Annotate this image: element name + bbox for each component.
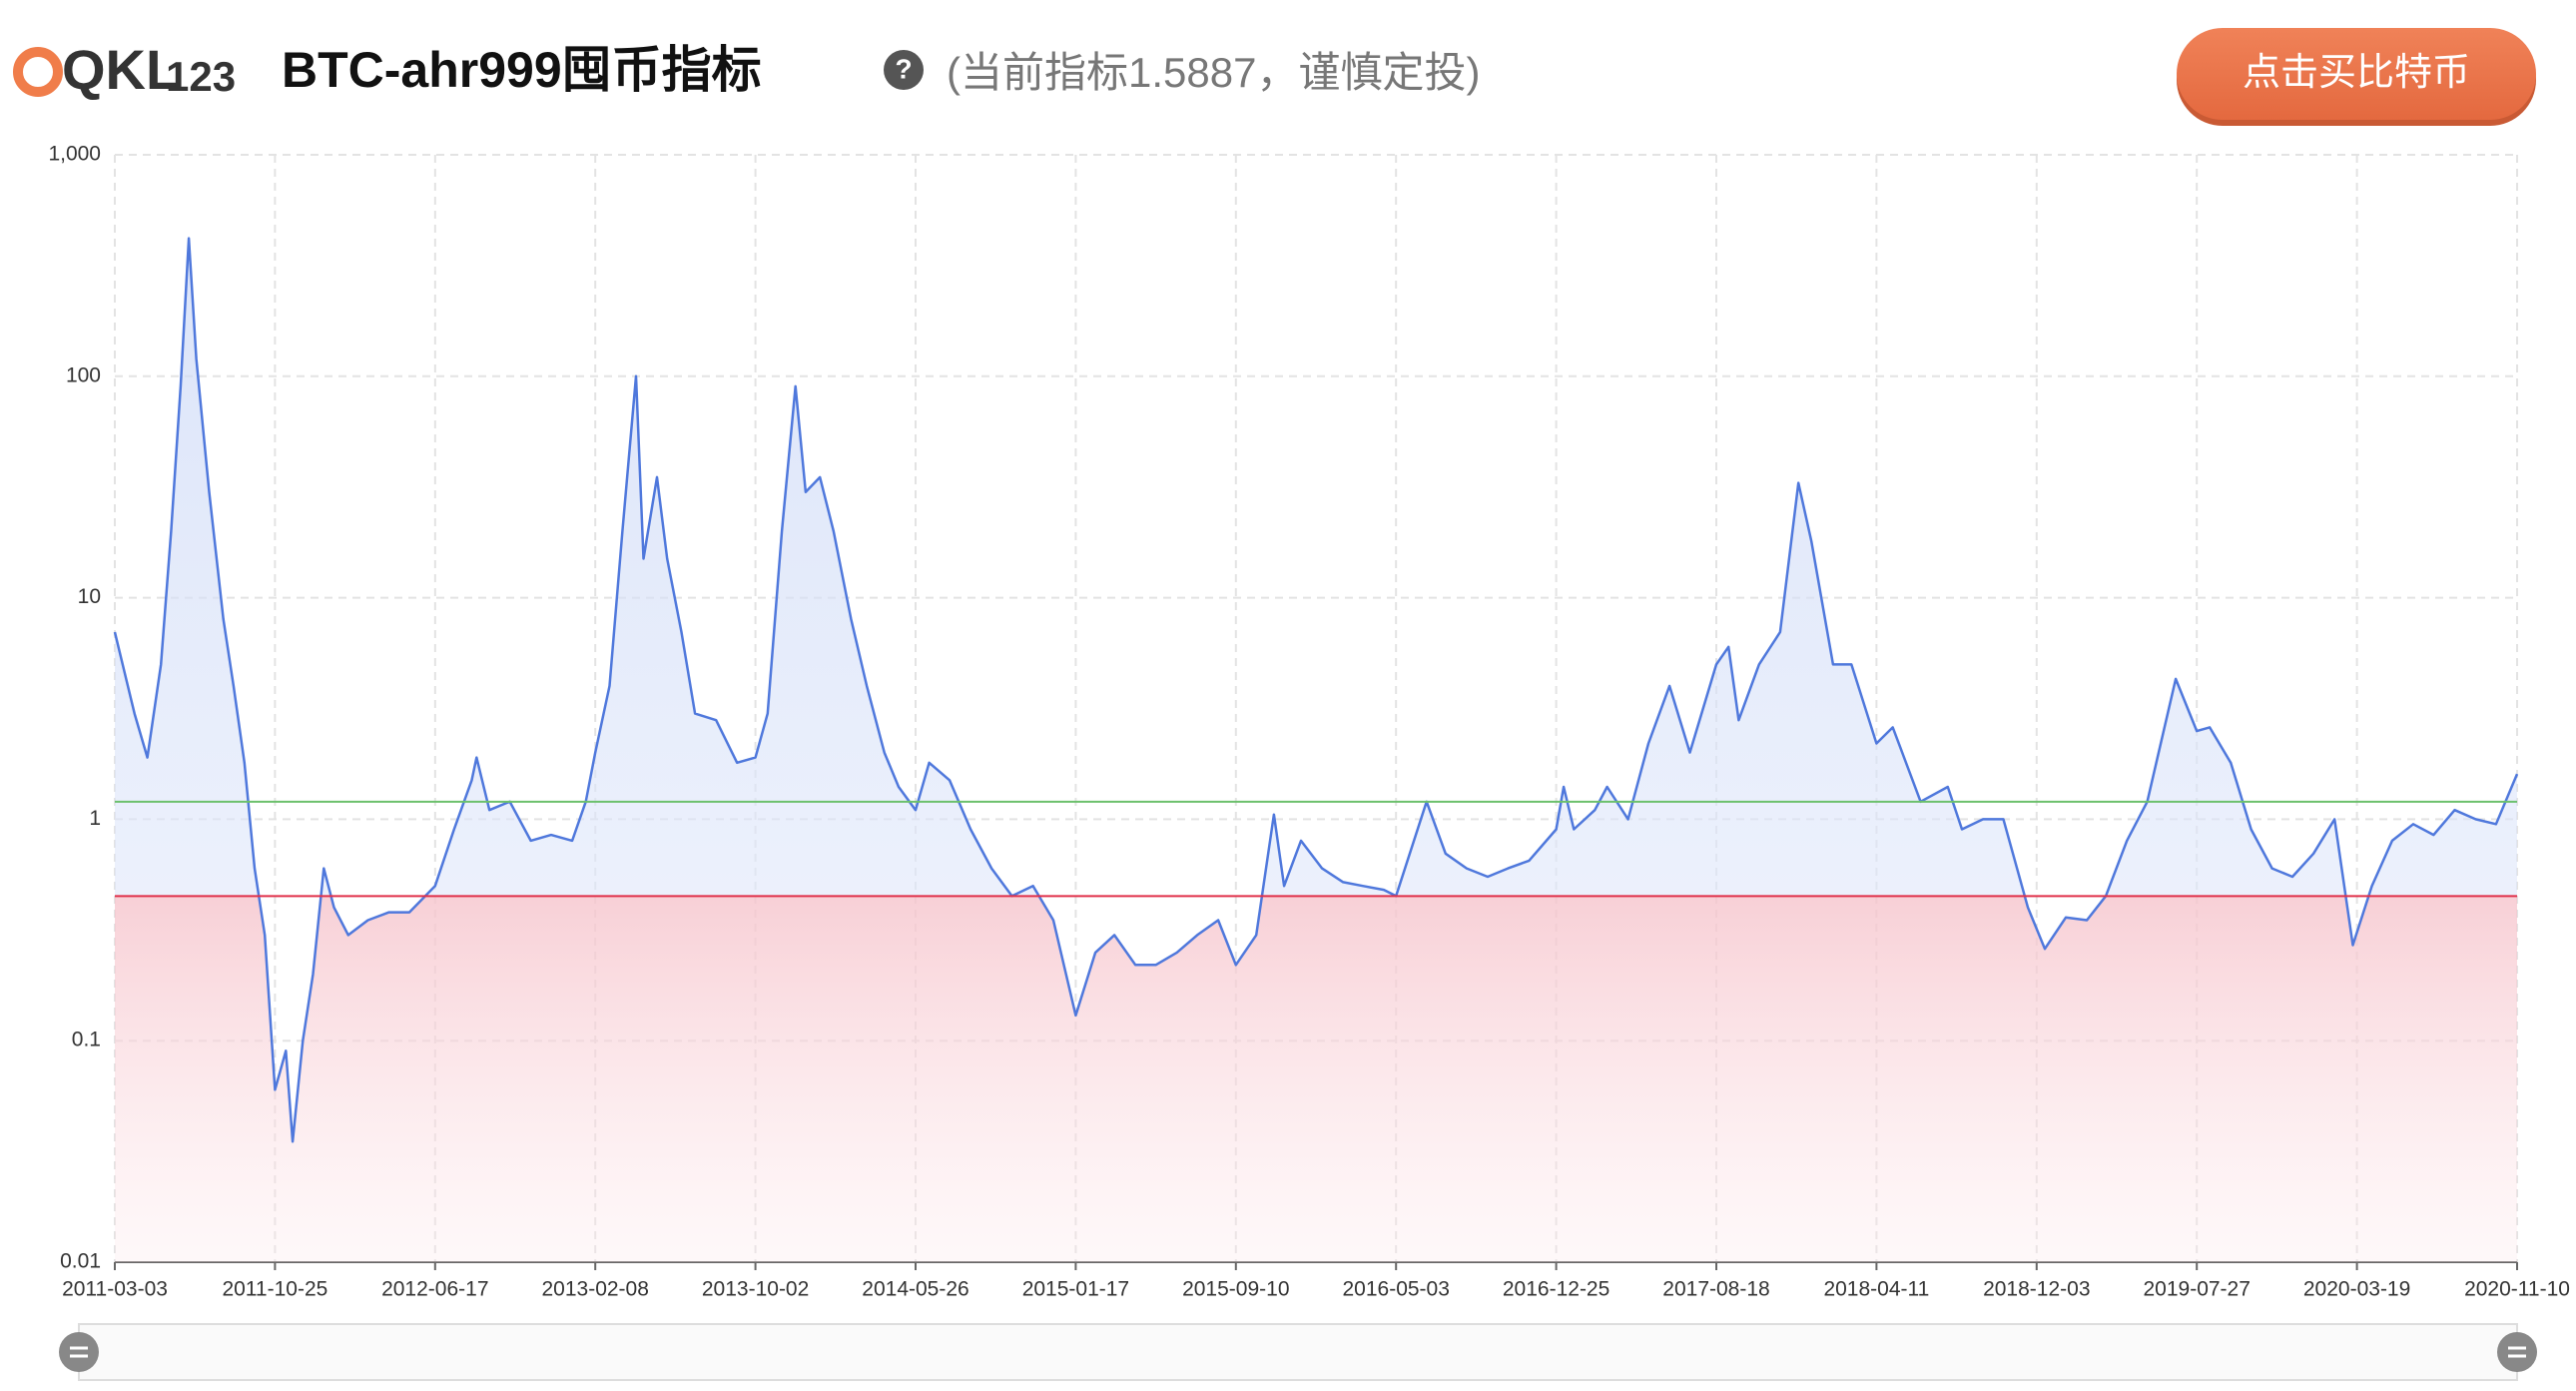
buy-button[interactable] [2177,28,2536,120]
area [115,238,2517,1263]
x-tick-label: 2015-09-10 [1182,1278,1289,1301]
slider-handle-left[interactable] [59,1332,99,1372]
zoom-slider [59,1323,2537,1381]
header: QKL 123 BTC-ahr999囤币指标 ? (当前指标1.5887，谨慎定… [13,28,2536,126]
y-tick-label: 0.1 [72,1029,101,1051]
x-tick-label: 2013-10-02 [702,1278,809,1301]
button-label[interactable]: 点击买比特币 [2243,52,2470,94]
x-tick-label: 2020-11-10 [2464,1278,2570,1301]
logo-suffix: 123 [166,53,236,100]
y-tick-label: 10 [78,585,101,608]
x-tick-label: 2013-02-08 [541,1278,648,1301]
x-tick-label: 2019-07-27 [2143,1278,2250,1301]
logo-mark [13,47,63,97]
plot: 0.01 0.1 1 10 100 1,000 2011-03-03 2011-10-25 20… [48,143,2570,1301]
handle-grip [70,1346,2526,1358]
line [113,237,2519,1143]
y-tick-label: 100 [66,363,101,386]
x-tick-label: 2014-05-26 [862,1278,968,1301]
x-tick-label: 2015-01-17 [1022,1278,1129,1301]
subtitle: (当前指标1.5887，谨慎定投) [947,49,1480,96]
y-tick-label: 1,000 [48,143,101,166]
y-tick-label: 1 [89,807,101,830]
slider-handle-right[interactable] [2497,1332,2537,1372]
help-icon[interactable] [884,50,924,90]
x-tick-label: 2018-12-03 [1983,1278,2090,1301]
x-tick-label: 2011-03-03 [62,1278,168,1301]
x-tick-label: 2020-03-19 [2303,1278,2410,1301]
x-tick-label: 2018-04-11 [1823,1278,1929,1301]
slider-track[interactable] [78,1323,2518,1381]
x-tick-label: 2012-06-17 [381,1278,488,1301]
x-tick-label: 2016-12-25 [1503,1278,1610,1301]
x-tick-label: 2017-08-18 [1662,1278,1769,1301]
help-icon-text: ? [895,53,912,84]
logo: QKL [62,38,180,101]
x-tick-label: 2016-05-03 [1342,1278,1449,1301]
y-tick-label: 0.01 [60,1250,101,1273]
x-tick-label: 2011-10-25 [222,1278,327,1301]
title: BTC-ahr999囤币指标 [282,42,762,98]
